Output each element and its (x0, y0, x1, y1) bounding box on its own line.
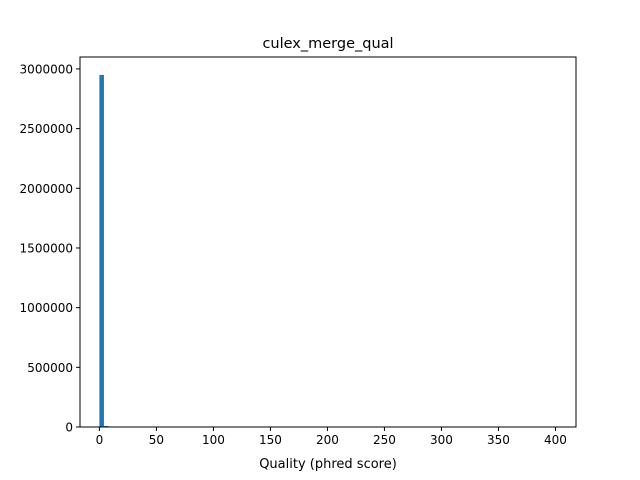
axes-frame (79, 56, 577, 428)
x-tick-label: 250 (373, 433, 396, 447)
y-tick-label: 1000000 (20, 301, 73, 315)
x-tick-label: 100 (202, 433, 225, 447)
x-tick-label: 400 (544, 433, 567, 447)
x-tick-label: 350 (487, 433, 510, 447)
chart-title: culex_merge_qual (262, 36, 393, 52)
y-tick-label: 2500000 (20, 122, 73, 136)
x-axis-label: Quality (phred score) (259, 457, 397, 472)
y-axis-ticks: 0 500000 1000000 1500000 2000000 2500000 30000… (20, 62, 80, 435)
y-tick-label: 500000 (27, 361, 73, 375)
y-tick-label: 0 (65, 421, 73, 435)
x-tick-label: 150 (259, 433, 282, 447)
x-axis-ticks: 0 50 100 150 200 250 300 350 400 (96, 427, 567, 447)
y-tick-label: 2000000 (20, 182, 73, 196)
y-tick-label: 3000000 (20, 62, 73, 76)
histogram-bar-0 (99, 74, 104, 427)
histogram-bars (99, 74, 109, 427)
x-tick-label: 300 (430, 433, 453, 447)
y-tick-label: 1500000 (20, 241, 73, 255)
x-tick-label: 0 (96, 433, 104, 447)
x-tick-label: 50 (149, 433, 164, 447)
x-tick-label: 200 (316, 433, 339, 447)
